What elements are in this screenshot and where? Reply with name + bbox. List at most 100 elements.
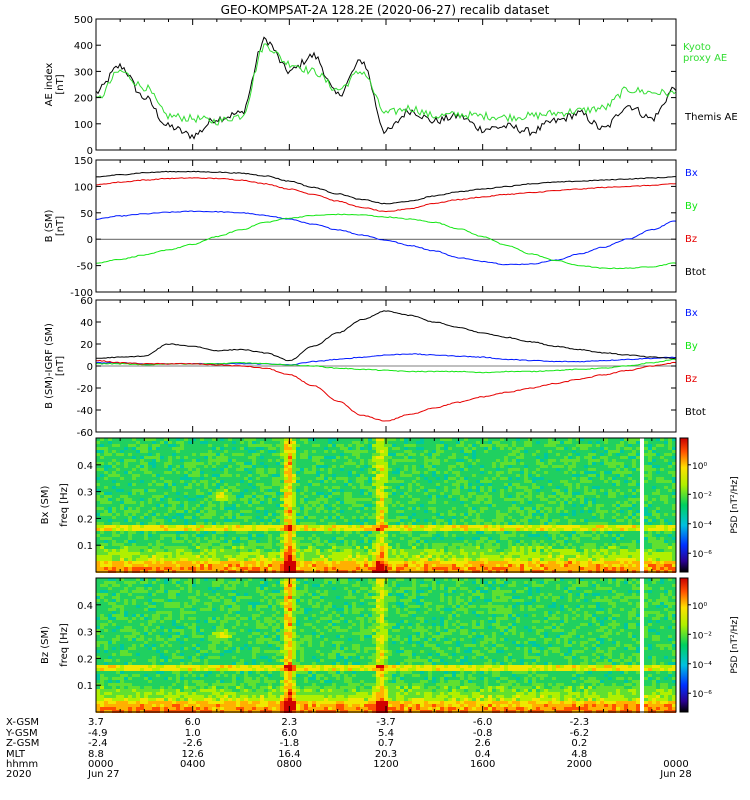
footer-cell: 1.0 [185, 728, 201, 739]
y-tick-label: 100 [74, 120, 93, 131]
y-tick-label: 0 [87, 362, 93, 373]
y-tick-label: -100 [70, 288, 93, 299]
y-tick-label: 0 [87, 235, 93, 246]
spectrogram [96, 578, 676, 713]
footer-cell: 1600 [470, 759, 495, 770]
footer-cell: Jun 28 [659, 769, 692, 780]
panel-frame [95, 159, 677, 293]
footer-cell: 2.6 [475, 738, 491, 749]
legend-label: By [685, 201, 698, 212]
footer-cell: 5.4 [378, 728, 394, 739]
footer-cell: 2000 [567, 759, 592, 770]
y-tick-label: -20 [77, 384, 93, 395]
series-line-bz [96, 359, 677, 422]
spectrogram [96, 438, 676, 573]
series-line-bz [95, 177, 677, 213]
footer-cell: 6.0 [281, 728, 297, 739]
y-tick-label: 0.4 [77, 461, 93, 472]
y-axis-label: [nT] [55, 356, 66, 376]
colorbar [679, 577, 689, 713]
y-axis-label: Bz (SM) [40, 626, 51, 664]
y-tick-label: 150 [74, 156, 93, 167]
footer-cell: Jun 27 [87, 769, 120, 780]
colorbar-tick-label: 10⁰ [692, 602, 707, 612]
footer-cell: 0.7 [378, 738, 394, 749]
footer-cell: 6.0 [185, 717, 201, 728]
y-tick-label: 0 [87, 146, 93, 157]
series-line-btot [95, 170, 676, 205]
footer-cell: 1200 [373, 759, 398, 770]
legend-label: By [685, 341, 698, 352]
series-line-bx [95, 210, 677, 266]
footer-cell: 12.6 [182, 749, 204, 760]
y-axis-label: AE index [44, 63, 55, 107]
panel-4: 0.1 0.2 0.3 0.4 Bx (SM) freq [Hz] 10⁰ 10⁻² 10⁻⁴ 1… [40, 437, 740, 573]
legend-label: Kyoto [683, 42, 711, 53]
footer-cell: -0.8 [473, 728, 493, 739]
legend-label: Btot [685, 407, 706, 418]
colorbar-tick-label: 10⁻⁶ [692, 690, 712, 700]
y-tick-label: 0.1 [77, 681, 93, 692]
footer-cell: -2.6 [183, 738, 203, 749]
footer-cell: 4.8 [571, 749, 587, 760]
y-tick-label: 0.2 [77, 654, 93, 665]
panel-5: 0.1 0.2 0.3 0.4 Bz (SM) freq [Hz] 10⁰ 10⁻² 10⁻⁴ 1… [40, 577, 740, 713]
footer-cell: -2.4 [88, 738, 108, 749]
y-tick-label: -50 [77, 262, 93, 273]
y-tick-label: 300 [74, 67, 93, 78]
series-line-by [95, 213, 677, 270]
footer-cell: 16.4 [278, 749, 300, 760]
footer-cell: -4.9 [88, 728, 108, 739]
footer-cell: -2.3 [570, 717, 590, 728]
y-tick-label: 50 [80, 209, 93, 220]
legend-label: Bx [685, 168, 698, 179]
footer-cell: -3.7 [376, 717, 396, 728]
colorbar [679, 437, 689, 573]
legend-label: Themis AE [684, 112, 738, 123]
footer-cell: 0800 [277, 759, 302, 770]
y-tick-label: 500 [74, 15, 93, 26]
footer-cell: -6.0 [473, 717, 493, 728]
colorbar-label: PSD [nT²/Hz] [730, 476, 740, 533]
colorbar-tick-label: 10⁻² [692, 631, 712, 641]
colorbar-label: PSD [nT²/Hz] [730, 616, 740, 673]
y-axis-label: [nT] [55, 74, 66, 94]
panel-2: Bx By Bz Btot -100 -50 0 50 100 150 B (SM) [nT] [44, 156, 706, 299]
footer-row-label: MLT [6, 749, 26, 760]
colorbar-tick-label: 10⁻² [692, 491, 712, 501]
y-tick-label: 200 [74, 94, 93, 105]
y-tick-label: -40 [77, 406, 93, 417]
series-line-themis-ae [95, 36, 677, 140]
footer-row-label: 2020 [6, 769, 31, 780]
legend-label: proxy AE [683, 53, 727, 64]
footer-cell: 20.3 [375, 749, 397, 760]
y-tick-label: 0.4 [77, 601, 93, 612]
footer-row-label: Y-GSM [5, 728, 38, 739]
footer-cell: 0000 [663, 759, 688, 770]
footer-row-label: X-GSM [6, 717, 39, 728]
footer-cell: 0.2 [571, 738, 587, 749]
y-tick-label: 0.3 [77, 488, 93, 499]
footer-row-label: hhmm [6, 759, 38, 770]
footer-cell: 2.3 [281, 717, 297, 728]
colorbar-tick-label: 10⁻⁴ [692, 661, 712, 671]
y-axis-label: B (SM) [44, 209, 55, 242]
y-tick-label: 20 [80, 340, 93, 351]
y-axis-label: Bx (SM) [40, 486, 51, 525]
footer-row-label: Z-GSM [6, 738, 39, 749]
y-tick-label: 100 [74, 182, 93, 193]
figure-title: GEO-KOMPSAT-2A 128.2E (2020-06-27) recal… [221, 3, 550, 17]
footer-cell: 0400 [180, 759, 205, 770]
footer-cell: 8.8 [88, 749, 104, 760]
legend-label: Bz [685, 234, 697, 245]
y-tick-label: 0.3 [77, 628, 93, 639]
y-tick-label: 0.1 [77, 541, 93, 552]
legend-label: Bx [685, 308, 698, 319]
panel-3: Bx By Bz Btot -60 -40 -20 0 20 40 60 B (SM)-IGRF (S… [44, 296, 706, 439]
footer-cell: 3.7 [88, 717, 104, 728]
y-tick-label: 40 [80, 318, 93, 329]
colorbar-tick-label: 10⁻⁴ [692, 521, 712, 531]
footer-cell: 0000 [88, 759, 113, 770]
series-line-kyoto-proxy-ae [95, 43, 677, 126]
